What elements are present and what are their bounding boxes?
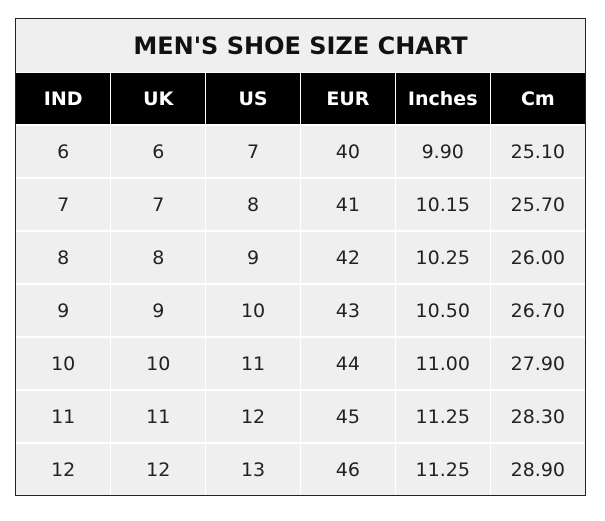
cell-uk: 7	[110, 177, 207, 231]
cell-ind: 11	[16, 389, 112, 443]
table-row: 11 11 12 45 11.25 28.30	[16, 389, 585, 443]
column-header-inches: Inches	[395, 73, 491, 125]
cell-ind: 8	[16, 230, 112, 284]
cell-us: 10	[205, 283, 301, 337]
cell-cm: 26.70	[490, 283, 585, 337]
cell-cm: 27.90	[490, 336, 585, 390]
cell-eur: 45	[300, 389, 396, 443]
cell-eur: 46	[300, 442, 396, 495]
header-row: IND UK US EUR Inches Cm	[16, 73, 585, 125]
cell-inches: 11.25	[395, 389, 491, 443]
cell-inches: 11.00	[395, 336, 491, 390]
cell-us: 7	[205, 124, 301, 178]
cell-us: 8	[205, 177, 301, 231]
cell-us: 11	[205, 336, 301, 390]
table-row: 8 8 9 42 10.25 26.00	[16, 230, 585, 284]
cell-eur: 42	[300, 230, 396, 284]
cell-eur: 44	[300, 336, 396, 390]
cell-uk: 6	[110, 124, 207, 178]
cell-inches: 10.25	[395, 230, 491, 284]
cell-eur: 43	[300, 283, 396, 337]
cell-us: 13	[205, 442, 301, 495]
cell-cm: 28.90	[490, 442, 585, 495]
cell-inches: 10.50	[395, 283, 491, 337]
cell-inches: 11.25	[395, 442, 491, 495]
table-row: 6 6 7 40 9.90 25.10	[16, 124, 585, 178]
column-header-uk: UK	[110, 73, 207, 125]
cell-inches: 10.15	[395, 177, 491, 231]
cell-uk: 11	[110, 389, 207, 443]
cell-uk: 9	[110, 283, 207, 337]
cell-inches: 9.90	[395, 124, 491, 178]
table-row: 7 7 8 41 10.15 25.70	[16, 177, 585, 231]
cell-ind: 6	[16, 124, 112, 178]
column-header-ind: IND	[16, 73, 112, 125]
table-row: 9 9 10 43 10.50 26.70	[16, 283, 585, 337]
column-header-cm: Cm	[490, 73, 585, 125]
cell-uk: 8	[110, 230, 207, 284]
cell-eur: 41	[300, 177, 396, 231]
size-table: IND UK US EUR Inches Cm 6 6 7 40 9.90 25.10 7 7 8 41 10…	[16, 73, 585, 495]
cell-cm: 28.30	[490, 389, 585, 443]
chart-title: MEN'S SHOE SIZE CHART	[16, 19, 585, 73]
table-row: 10 10 11 44 11.00 27.90	[16, 336, 585, 390]
cell-cm: 25.70	[490, 177, 585, 231]
cell-cm: 26.00	[490, 230, 585, 284]
cell-eur: 40	[300, 124, 396, 178]
cell-ind: 7	[16, 177, 112, 231]
cell-us: 12	[205, 389, 301, 443]
cell-ind: 9	[16, 283, 112, 337]
cell-ind: 12	[16, 442, 112, 495]
cell-us: 9	[205, 230, 301, 284]
size-chart: MEN'S SHOE SIZE CHART IND UK US EUR Inches Cm…	[15, 18, 586, 496]
cell-uk: 12	[110, 442, 207, 495]
cell-ind: 10	[16, 336, 112, 390]
cell-uk: 10	[110, 336, 207, 390]
column-header-eur: EUR	[300, 73, 396, 125]
table-row: 12 12 13 46 11.25 28.90	[16, 442, 585, 495]
cell-cm: 25.10	[490, 124, 585, 178]
column-header-us: US	[205, 73, 301, 125]
